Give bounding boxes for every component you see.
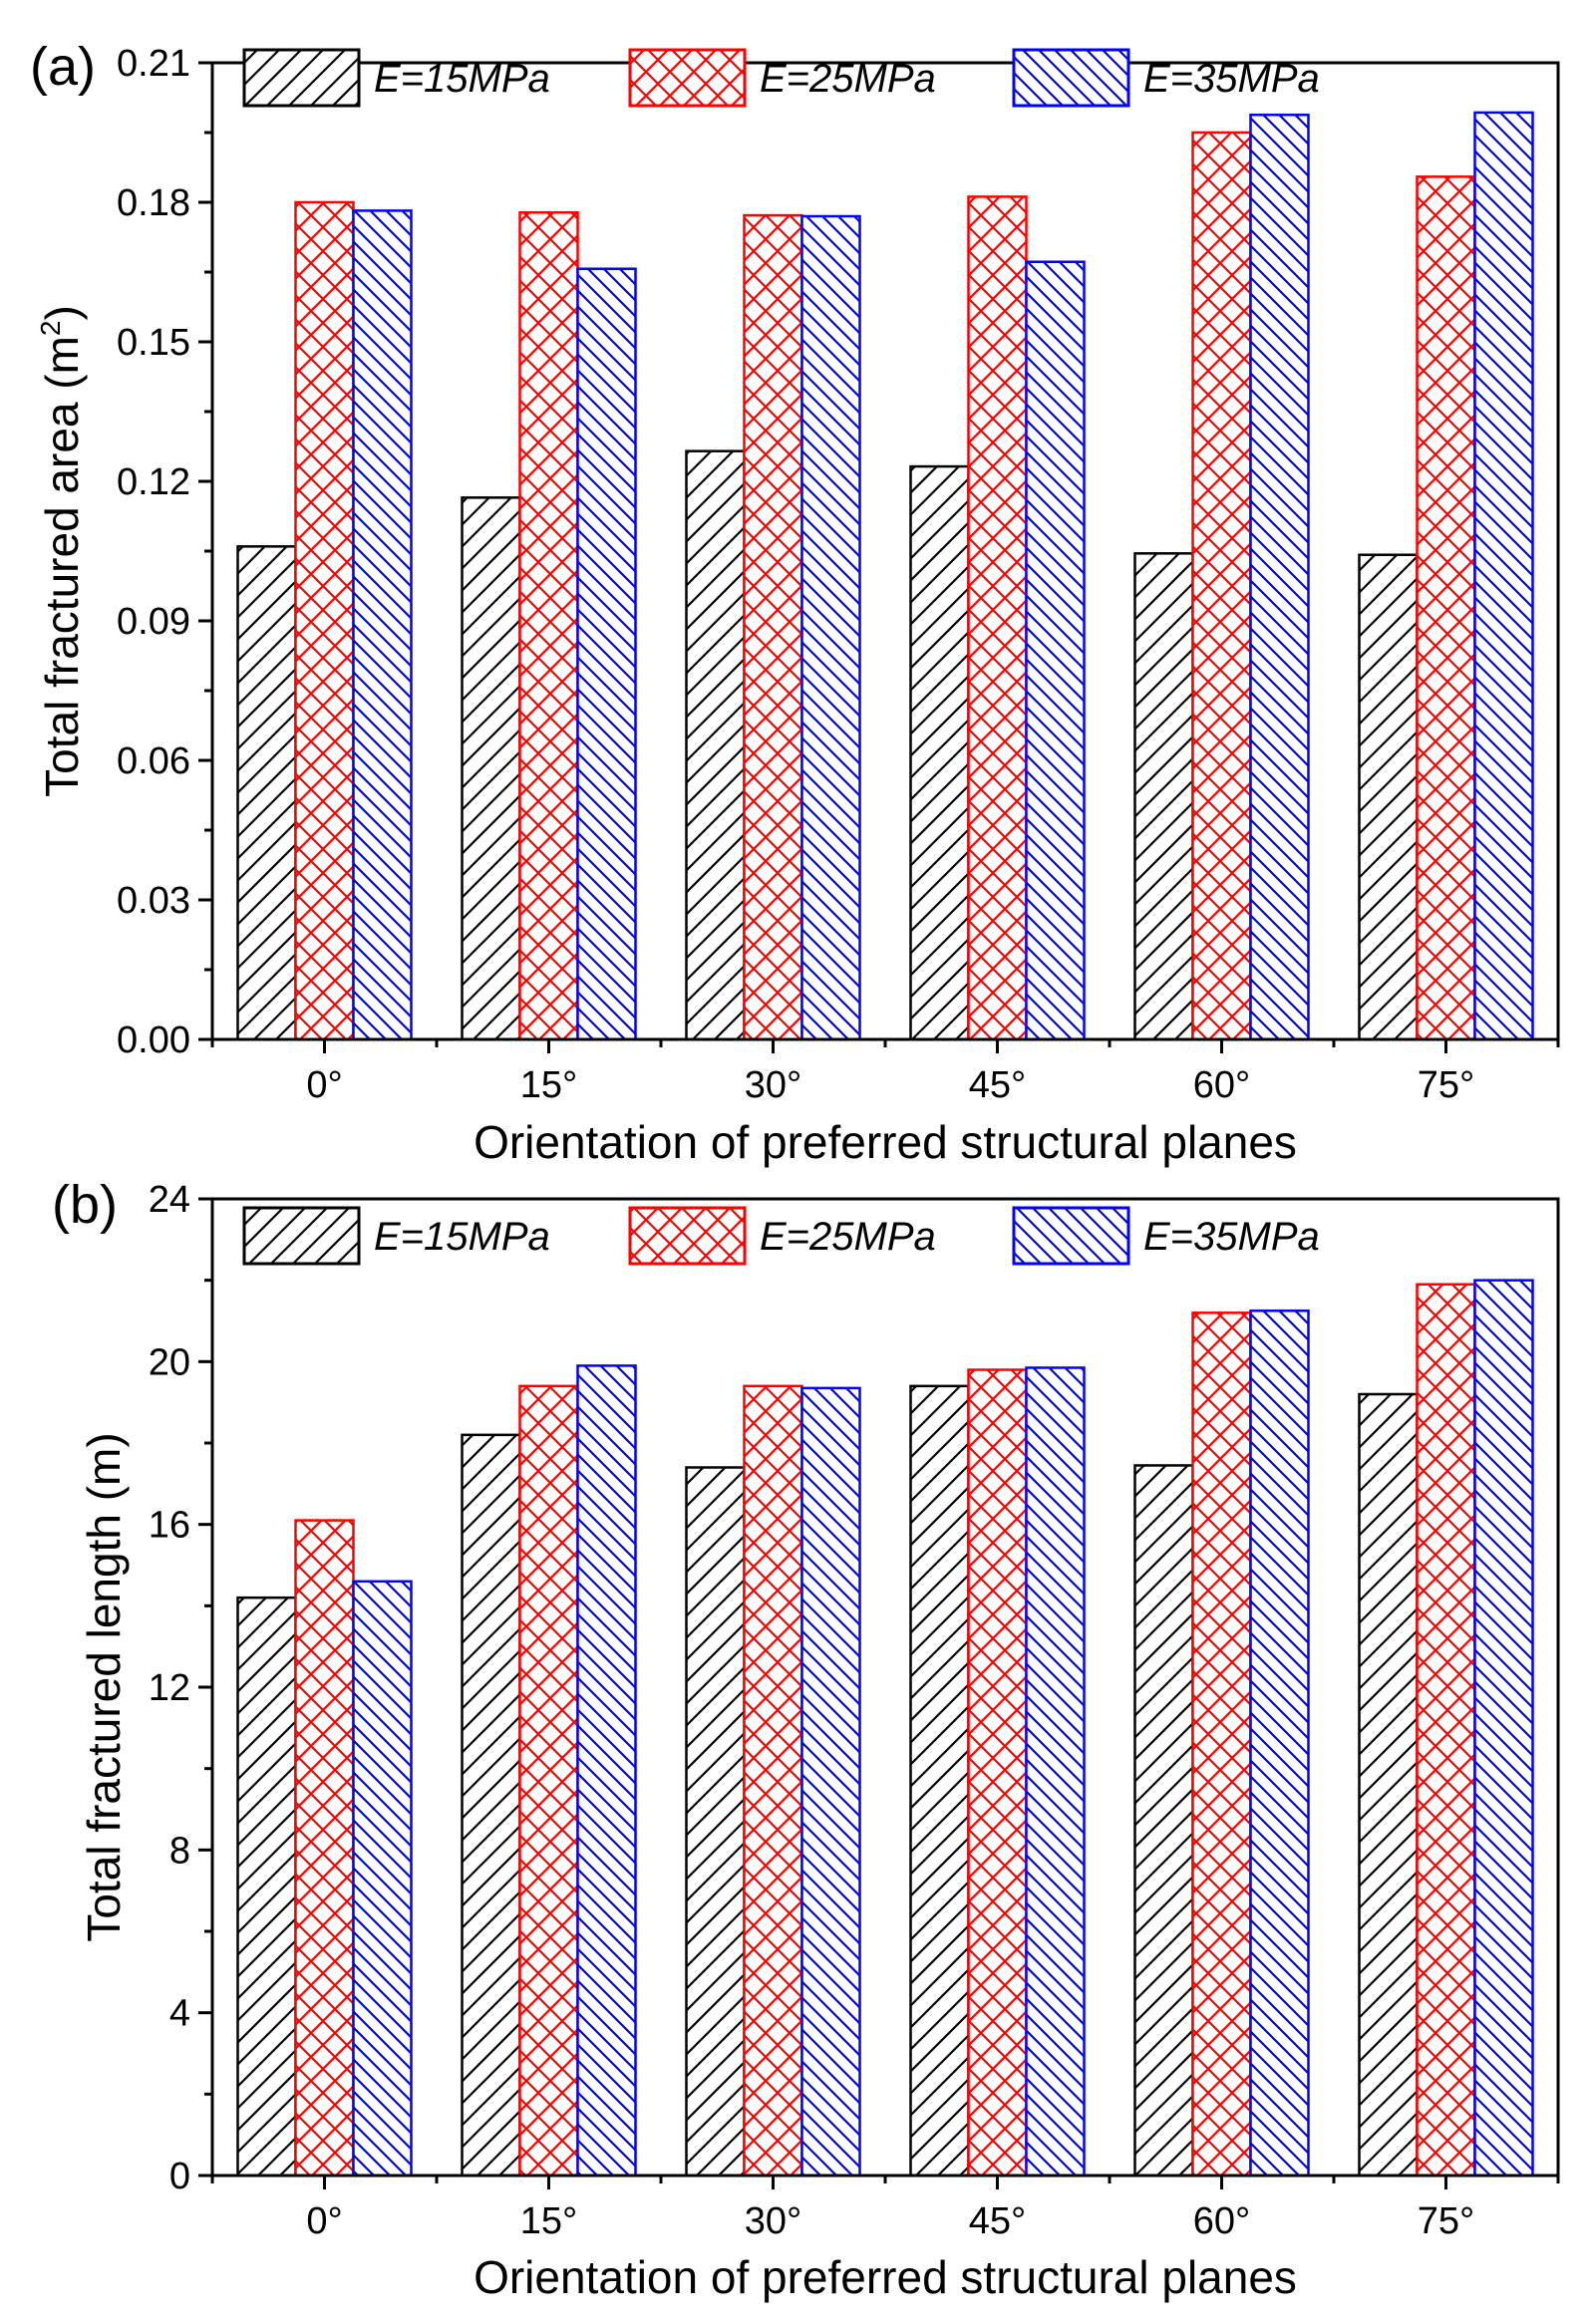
- bar-E=15MPa-15°: [461, 1433, 521, 2178]
- bar-E=35MPa-45°: [1025, 1366, 1086, 2178]
- legend-swatch-E=35MPa: [1012, 1206, 1130, 1266]
- x-tick-label: 60°: [1193, 1064, 1250, 1106]
- y-tick-label: 0.06: [117, 740, 190, 782]
- bar-E=35MPa-30°: [800, 1386, 861, 2178]
- bar-E=15MPa-75°: [1358, 553, 1419, 1041]
- x-tick-label: 30°: [745, 1064, 801, 1106]
- bar-E=25MPa-45°: [967, 195, 1028, 1041]
- bar-E=35MPa-0°: [352, 1580, 413, 2178]
- legend-swatch-E=35MPa: [1012, 48, 1130, 108]
- y-tick-label: 0.00: [117, 1019, 190, 1061]
- plot-frame: [210, 1197, 1560, 2178]
- bar-E=25MPa-30°: [743, 1384, 803, 2178]
- x-tick-label: 45°: [969, 2200, 1026, 2242]
- panel-label: (b): [52, 1175, 118, 1235]
- bar-E=25MPa-75°: [1416, 175, 1476, 1041]
- y-tick-label: 8: [169, 1830, 190, 1872]
- bar-E=15MPa-30°: [685, 449, 746, 1041]
- legend-label: E=35MPa: [1143, 57, 1320, 101]
- bar-E=25MPa-15°: [518, 1384, 579, 2178]
- x-tick-label: 45°: [969, 1064, 1026, 1106]
- bar-E=25MPa-60°: [1191, 131, 1252, 1041]
- bar-E=25MPa-60°: [1191, 1311, 1252, 2178]
- legend-swatch-E=15MPa: [242, 1206, 361, 1266]
- bar-E=15MPa-0°: [236, 545, 297, 1041]
- legend-label: E=15MPa: [374, 1215, 550, 1259]
- y-tick-label: 0.15: [117, 322, 190, 364]
- y-tick-label: 4: [169, 1993, 190, 2035]
- bar-E=25MPa-45°: [967, 1368, 1028, 2178]
- bar-E=35MPa-75°: [1473, 111, 1534, 1041]
- x-tick-label: 0°: [306, 1064, 342, 1106]
- y-axis-title-superscript: 2: [35, 321, 66, 337]
- bar-E=15MPa-45°: [909, 464, 970, 1041]
- y-tick-label: 0: [169, 2156, 190, 2197]
- legend-swatch-E=25MPa: [628, 48, 747, 108]
- y-tick-label: 20: [149, 1341, 190, 1383]
- bar-E=35MPa-45°: [1025, 260, 1086, 1041]
- x-axis-title: Orientation of preferred structural plan…: [474, 2251, 1297, 2303]
- y-tick-label: 0.09: [117, 601, 190, 643]
- y-tick-label: 24: [149, 1179, 190, 1221]
- plot-frame: [210, 61, 1560, 1041]
- y-axis-title: Total fractured length (m): [78, 1432, 130, 1941]
- y-tick-label: 12: [149, 1667, 190, 1709]
- legend-label: E=25MPa: [760, 57, 936, 101]
- legend-swatch-E=25MPa: [628, 1206, 747, 1266]
- bar-E=15MPa-0°: [236, 1596, 297, 2178]
- bar-E=15MPa-60°: [1133, 1464, 1194, 2178]
- x-tick-label: 75°: [1418, 2200, 1474, 2242]
- y-tick-label: 0.21: [117, 43, 190, 85]
- x-axis-title: Orientation of preferred structural plan…: [474, 1116, 1297, 1168]
- legend-label: E=25MPa: [760, 1215, 936, 1259]
- panel-b: 0 4 8 12 16 20 24 0° 15° 30° 45° 60° 75° Orientation …: [52, 1175, 1560, 2303]
- bar-E=25MPa-30°: [743, 213, 803, 1041]
- bar-E=35MPa-0°: [352, 209, 413, 1041]
- y-axis-title: Total fractured area (m2): [35, 305, 88, 797]
- y-axis-title-main: Total fractured area (m: [36, 336, 88, 797]
- bar-E=35MPa-15°: [576, 267, 637, 1041]
- x-tick-label: 15°: [520, 1064, 577, 1106]
- bar-E=15MPa-45°: [909, 1384, 970, 2178]
- legend-label: E=15MPa: [374, 57, 550, 101]
- y-tick-label: 0.18: [117, 182, 190, 224]
- bar-E=25MPa-15°: [518, 211, 579, 1041]
- y-axis-title-end: ): [36, 305, 88, 320]
- x-tick-label: 0°: [306, 2200, 342, 2242]
- y-tick-label: 16: [149, 1505, 190, 1547]
- legend-swatch-E=15MPa: [242, 48, 361, 108]
- y-tick-label: 0.03: [117, 880, 190, 922]
- bar-E=15MPa-15°: [461, 496, 521, 1041]
- bar-E=15MPa-75°: [1358, 1392, 1419, 2178]
- bar-E=15MPa-30°: [685, 1466, 746, 2178]
- panel-a: 0.00 0.03 0.06 0.09 0.12 0.15 0.18 0.21 0° 15° 30°…: [30, 37, 1560, 1168]
- bar-E=35MPa-60°: [1249, 114, 1310, 1041]
- y-axis-title-main: Total fractured length (m): [78, 1432, 130, 1941]
- bar-E=15MPa-60°: [1133, 552, 1194, 1041]
- bar-E=35MPa-75°: [1473, 1279, 1534, 2178]
- bar-E=25MPa-0°: [294, 1519, 355, 2178]
- x-tick-label: 60°: [1193, 2200, 1250, 2242]
- bar-E=35MPa-30°: [800, 214, 861, 1041]
- legend-label: E=35MPa: [1143, 1215, 1320, 1259]
- x-tick-label: 75°: [1418, 1064, 1474, 1106]
- x-tick-label: 15°: [520, 2200, 577, 2242]
- x-tick-label: 30°: [745, 2200, 801, 2242]
- bar-E=25MPa-75°: [1416, 1283, 1476, 2178]
- panel-label: (a): [30, 37, 96, 97]
- y-tick-label: 0.12: [117, 461, 190, 503]
- bar-E=35MPa-60°: [1249, 1309, 1310, 2178]
- bar-E=25MPa-0°: [294, 200, 355, 1041]
- bar-E=35MPa-15°: [576, 1364, 637, 2178]
